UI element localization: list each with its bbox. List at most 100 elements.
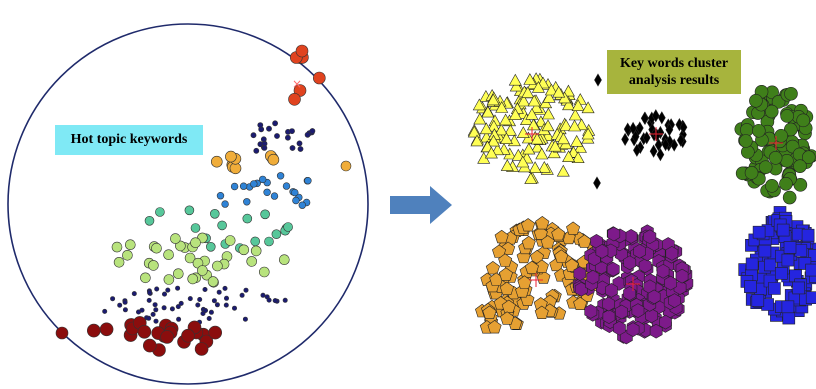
cluster-point [668,293,681,308]
cluster-point [654,138,663,152]
keyword-dot [224,295,230,301]
keyword-dot [250,180,258,188]
yellow-triangles-cluster [467,72,596,184]
cluster-point [548,139,562,152]
keyword-dot [184,205,195,216]
cluster-point [573,266,587,281]
cluster-point [499,281,514,296]
cluster-point [535,216,550,230]
cluster-point [581,127,595,140]
keyword-dot [253,147,260,154]
keyword-dot [153,307,159,313]
cluster-point [752,225,766,239]
cluster-point [783,241,797,254]
cluster-point [593,176,601,190]
keyword-dot [259,175,267,184]
cluster-point [527,94,541,107]
keyword-dot [161,305,167,311]
keyword-dot [113,256,125,268]
keyword-dot [140,272,151,284]
keyword-dot [216,192,225,200]
cluster-point [613,320,626,336]
keyword-dot [304,131,311,138]
keyword-dot [224,235,236,246]
cluster-point [564,258,579,272]
cluster-point [665,246,679,261]
keyword-dot [153,318,159,324]
keyword-dot [266,125,272,132]
black-diamonds-cluster [593,73,688,190]
keyword-dot [190,237,201,248]
keyword-dot [291,188,299,197]
keyword-dot [55,326,69,340]
keyword-dot [155,207,165,217]
keyword-dots: × [55,44,352,357]
keyword-dot [150,311,156,317]
cluster-point [494,229,509,244]
keyword-dot [125,239,136,250]
cluster-point [524,260,539,275]
cluster-point [751,294,765,307]
cluster-point [530,140,545,153]
cluster-point [675,268,689,284]
cluster-point [607,226,621,242]
cluster-point [643,229,657,245]
keyword-dot [163,249,174,260]
keyword-dot [210,209,220,219]
cluster-point [526,118,541,131]
cluster-point [562,98,576,111]
keyword-dot [187,296,193,302]
keyword-dot [289,145,296,151]
cluster-point [487,320,502,334]
cluster-point [635,121,644,135]
keyword-dot [181,328,195,343]
keyword-dot [274,133,280,139]
hot-topic-scatter: × [7,23,369,385]
cluster-point [764,258,777,272]
cluster-point [758,244,772,258]
keyword-dot [246,256,257,267]
cluster-point [499,113,513,126]
cluster-point [523,73,537,85]
keyword-dot [195,302,201,308]
keyword-dot [163,274,175,285]
cluster-point [653,128,661,142]
cluster-point [573,141,587,153]
cluster-point [531,80,545,93]
cluster-point [656,148,665,162]
cluster-point [534,305,549,320]
cluster-point [486,93,500,106]
cluster-point [500,159,514,171]
keyword-dot [176,316,182,322]
cluster-point [573,296,588,311]
keyword-dot [146,315,152,321]
right-arrow-icon [390,186,452,224]
keyword-dot [272,120,278,127]
keyword-dot [263,188,271,197]
cluster-point [661,137,670,152]
cluster-point [782,190,797,205]
cluster-point [774,129,788,143]
cluster-point [633,143,641,157]
keyword-dot [239,292,245,298]
keyword-dot [266,297,272,303]
cluster-point [774,266,788,280]
cluster-point [479,122,493,135]
keyword-dot [111,241,123,253]
cluster-point [570,134,584,147]
hot-topic-keywords-label: Hot topic keywords [55,125,203,155]
keyword-dot [260,209,270,220]
cluster-point [537,160,551,173]
cluster-point [615,304,629,320]
keyword-dot [146,297,152,303]
keyword-dot [203,307,209,313]
keyword-dot [175,240,186,252]
keyword-dot [208,309,214,315]
cluster-point [499,132,513,144]
keyword-dot [243,198,251,206]
cluster-point [541,119,555,132]
cluster-point [801,228,815,242]
keyword-dot [162,291,168,297]
keyword-dot [225,150,237,163]
keyword-dot [170,233,181,244]
